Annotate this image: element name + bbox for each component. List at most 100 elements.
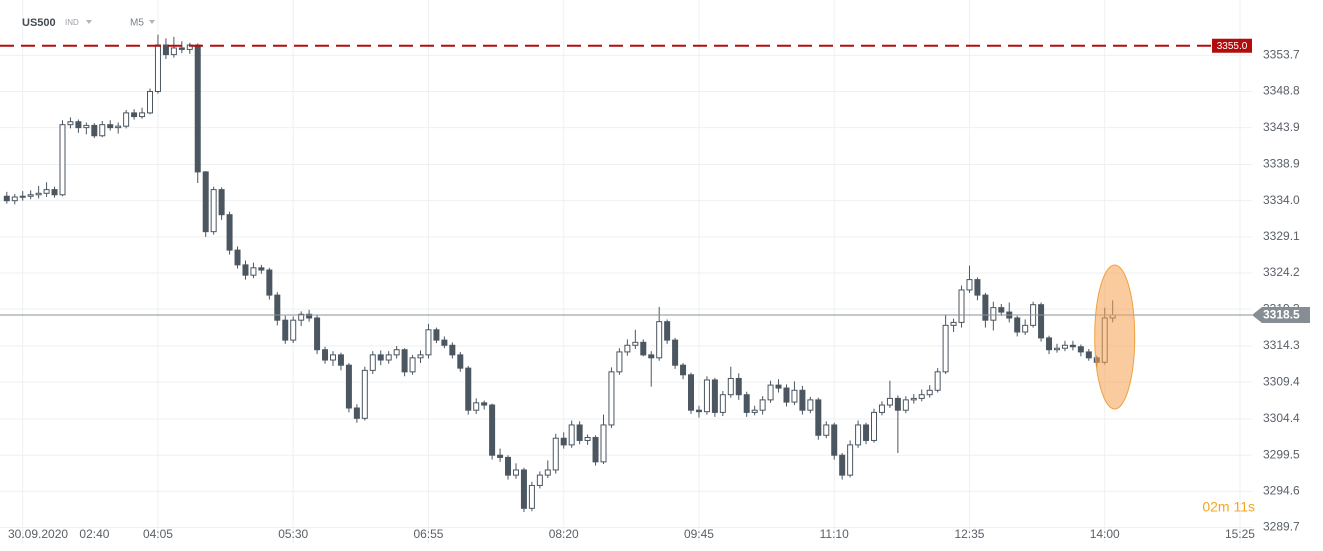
candle-body bbox=[544, 469, 551, 476]
candle-body bbox=[759, 399, 766, 411]
candle-body bbox=[1014, 317, 1021, 333]
candle-body bbox=[536, 474, 543, 486]
candle-body bbox=[1053, 347, 1060, 351]
symbol[interactable]: US500 bbox=[22, 17, 56, 29]
candle-body bbox=[59, 124, 66, 196]
candle-body bbox=[608, 371, 615, 426]
candle-body bbox=[512, 469, 519, 476]
candle-body bbox=[178, 47, 185, 50]
candle-body bbox=[449, 344, 456, 356]
candle-body bbox=[194, 44, 201, 173]
candle-body bbox=[481, 402, 488, 406]
candle-body bbox=[83, 124, 90, 129]
candle-body bbox=[314, 317, 321, 351]
candle-body bbox=[751, 409, 758, 413]
candle-body bbox=[147, 90, 154, 114]
y-tick-label: 3294.6 bbox=[1263, 484, 1300, 498]
candle-body bbox=[831, 424, 838, 456]
x-tick-label: 15:25 bbox=[1225, 527, 1255, 541]
candle-body bbox=[727, 377, 734, 396]
candle-body bbox=[584, 436, 591, 441]
level-label: 3355.0 bbox=[1217, 41, 1248, 52]
candle-body bbox=[1077, 346, 1084, 353]
candle-body bbox=[974, 279, 981, 296]
y-tick-label: 3353.7 bbox=[1263, 48, 1300, 62]
x-tick-label: 04:05 bbox=[143, 527, 173, 541]
candle-body bbox=[91, 124, 98, 137]
countdown: 02m 11s bbox=[1202, 499, 1255, 515]
candle-body bbox=[735, 377, 742, 396]
candle-body bbox=[719, 394, 726, 413]
candle-body bbox=[648, 354, 655, 359]
candle-body bbox=[107, 124, 114, 129]
y-tick-label: 3314.3 bbox=[1263, 338, 1300, 352]
candle-body bbox=[290, 319, 297, 341]
candle-body bbox=[75, 121, 82, 129]
candle-body bbox=[807, 399, 814, 411]
candle-body bbox=[799, 389, 806, 411]
instrument-kind[interactable]: IND bbox=[65, 18, 79, 27]
candle-body bbox=[131, 112, 138, 118]
y-tick-label: 3329.1 bbox=[1263, 229, 1300, 243]
overlays: 3355.0 3318.5 bbox=[0, 38, 1310, 410]
candle-body bbox=[815, 399, 822, 436]
candle-body bbox=[942, 324, 949, 373]
candle-body bbox=[401, 349, 408, 373]
candle-body bbox=[823, 424, 830, 436]
candle-body bbox=[489, 404, 496, 456]
x-tick-label: 11:10 bbox=[820, 527, 849, 541]
candle-body bbox=[1085, 351, 1092, 359]
candle-body bbox=[282, 319, 289, 341]
candle-body bbox=[369, 354, 376, 371]
candle-body bbox=[791, 389, 798, 403]
candle-body bbox=[51, 189, 58, 196]
candle-body bbox=[162, 44, 169, 56]
candle-body bbox=[123, 112, 130, 127]
candle-body bbox=[910, 397, 917, 401]
candle-body bbox=[640, 341, 647, 356]
candle-body bbox=[982, 294, 989, 321]
x-tick-label: 14:00 bbox=[1090, 527, 1120, 541]
candle-body bbox=[560, 437, 567, 446]
candle-body bbox=[998, 307, 1005, 313]
candle-body bbox=[473, 402, 480, 411]
y-tick-label: 3338.9 bbox=[1263, 157, 1300, 171]
candle-body bbox=[520, 469, 527, 509]
candle-body bbox=[934, 371, 941, 391]
dropdown-arrow[interactable] bbox=[149, 20, 155, 24]
candle-body bbox=[11, 196, 18, 202]
candle-body bbox=[950, 321, 957, 326]
candle-body bbox=[43, 189, 50, 194]
candle-body bbox=[775, 384, 782, 389]
candle-body bbox=[497, 454, 504, 458]
interval[interactable]: M5 bbox=[130, 18, 144, 29]
x-tick-label: 05:30 bbox=[278, 527, 308, 541]
candle-body bbox=[329, 354, 336, 361]
candle-body bbox=[218, 189, 225, 216]
candle-body bbox=[337, 354, 344, 366]
x-tick-label: 30.09.2020 02:40 bbox=[8, 527, 110, 541]
candle-body bbox=[966, 279, 973, 291]
y-tick-label: 3343.9 bbox=[1263, 120, 1300, 134]
candle-body bbox=[1046, 337, 1053, 351]
y-tick-label: 3299.5 bbox=[1263, 447, 1300, 461]
x-tick-label: 08:20 bbox=[549, 527, 579, 541]
candle-body bbox=[688, 374, 695, 411]
level-label-box bbox=[1212, 38, 1252, 53]
candle-body bbox=[624, 344, 631, 353]
x-tick-label: 12:35 bbox=[954, 527, 984, 541]
candle-body bbox=[67, 121, 74, 126]
candle-body bbox=[926, 389, 933, 396]
candle-body bbox=[234, 249, 241, 266]
candles bbox=[3, 34, 1116, 513]
dropdown-arrow[interactable] bbox=[86, 20, 92, 24]
candle-body bbox=[576, 424, 583, 441]
candle-body bbox=[250, 267, 257, 276]
candle-body bbox=[672, 339, 679, 366]
highlight bbox=[1094, 264, 1136, 410]
candle-body bbox=[616, 351, 623, 373]
candle-body bbox=[298, 313, 305, 321]
candle-body bbox=[552, 437, 559, 471]
